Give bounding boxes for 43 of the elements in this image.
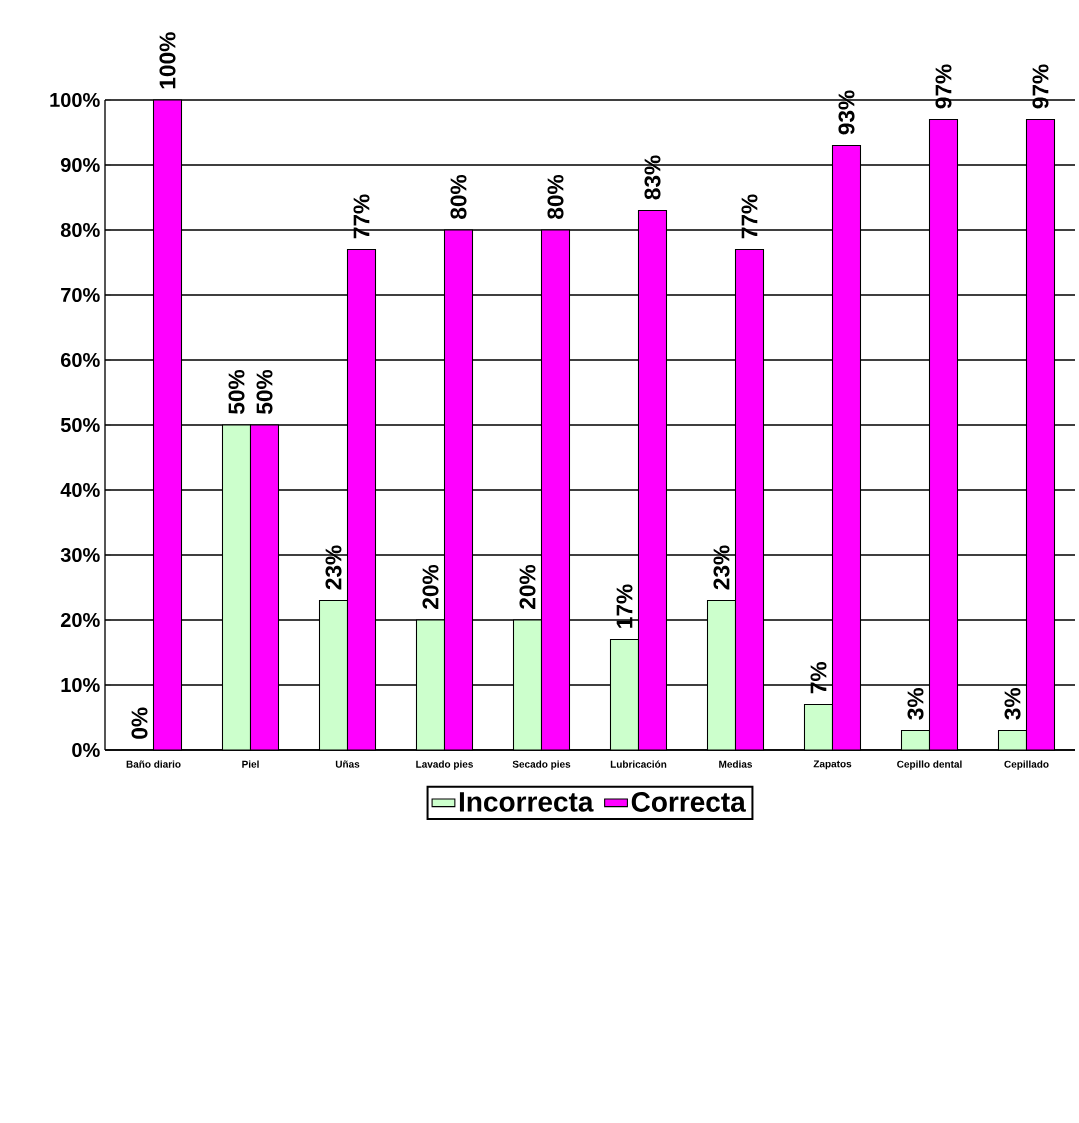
data-label: 83% — [644, 155, 661, 200]
y-tick-label: 100% — [50, 92, 100, 108]
y-tick-label: 90% — [60, 157, 100, 173]
x-tick-label: Lubricación — [610, 760, 667, 768]
data-label: 50% — [256, 369, 273, 414]
data-label: 77% — [741, 194, 758, 239]
y-tick-label: 60% — [60, 352, 100, 368]
y-tick-label: 50% — [60, 417, 100, 433]
data-label: 3% — [907, 688, 924, 720]
data-label: 93% — [838, 90, 855, 135]
x-tick-label: Lavado pies — [416, 760, 473, 770]
x-tick-label: Baño diario — [126, 760, 181, 768]
y-tick-label: 10% — [61, 677, 100, 693]
data-label: 77% — [353, 194, 370, 239]
data-label: 50% — [228, 369, 245, 414]
data-label: 97% — [935, 64, 952, 109]
data-label: 17% — [616, 584, 633, 628]
data-label: 80% — [547, 174, 564, 219]
y-tick-label: 80% — [60, 222, 100, 238]
x-tick-label: Medias — [719, 760, 753, 768]
x-tick-label: Cepillado — [1004, 760, 1049, 770]
legend-label: Incorrecta — [459, 792, 594, 812]
data-label: 20% — [519, 564, 536, 609]
x-tick-label: Uñas — [335, 760, 360, 768]
x-tick-label: Piel — [242, 760, 259, 768]
data-label: 97% — [1032, 64, 1049, 109]
data-label: 20% — [422, 564, 439, 609]
data-label: 23% — [713, 545, 730, 590]
x-tick-label: Zapatos — [813, 760, 852, 770]
legend-label: Correcta — [631, 792, 746, 812]
data-label: 80% — [450, 174, 467, 219]
data-label: 23% — [325, 545, 342, 590]
data-label: 100% — [159, 32, 176, 89]
x-tick-label: Cepillo dental — [897, 760, 962, 770]
y-tick-label: 40% — [60, 482, 100, 498]
y-tick-label: 30% — [60, 547, 100, 563]
x-tick-label: Secado pies — [512, 760, 571, 770]
data-label: 3% — [1004, 688, 1021, 720]
y-tick-label: 70% — [61, 287, 100, 303]
data-label: 7% — [810, 662, 827, 694]
y-tick-label: 0% — [72, 742, 100, 758]
data-label: 0% — [131, 707, 148, 739]
y-tick-label: 20% — [60, 612, 100, 628]
